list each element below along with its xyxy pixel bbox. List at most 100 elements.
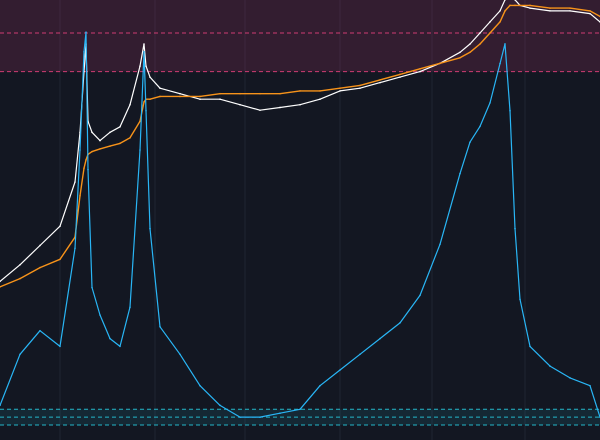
series-1-point-39 xyxy=(509,4,511,7)
series-2-point-29 xyxy=(379,337,381,340)
series-2-point-40 xyxy=(514,227,516,230)
series-0-point-38 xyxy=(504,0,506,1)
series-2-point-3 xyxy=(59,345,61,348)
series-2-point-8 xyxy=(87,168,89,171)
series-1-point-41 xyxy=(519,4,521,7)
series-1-point-17 xyxy=(149,98,151,100)
series-2-point-32 xyxy=(439,243,441,246)
series-1-point-32 xyxy=(439,62,441,65)
series-1-point-43 xyxy=(549,7,551,9)
series-2-point-41 xyxy=(519,298,521,301)
series-0-point-36 xyxy=(489,21,491,23)
series-0-point-11 xyxy=(109,131,111,134)
series-2-point-44 xyxy=(569,377,571,379)
series-1-point-19 xyxy=(179,95,181,98)
series-2-point-39 xyxy=(509,109,511,112)
series-2-point-26 xyxy=(319,384,321,387)
series-0-point-25 xyxy=(299,103,301,106)
series-1-point-42 xyxy=(529,4,531,7)
series-2-point-21 xyxy=(219,404,221,407)
series-1-point-36 xyxy=(489,32,491,34)
series-1-point-31 xyxy=(419,68,421,70)
series-2-point-11 xyxy=(109,337,111,340)
series-1-point-26 xyxy=(319,90,321,92)
series-2-point-19 xyxy=(179,353,181,356)
series-0-point-34 xyxy=(469,43,471,45)
series-1-point-9 xyxy=(91,150,93,153)
series-0-point-12 xyxy=(119,126,121,128)
series-1-point-28 xyxy=(359,84,361,87)
series-2-point-10 xyxy=(99,314,101,316)
series-2-point-28 xyxy=(359,353,361,356)
series-0-point-33 xyxy=(459,51,461,54)
series-0-point-27 xyxy=(339,90,341,92)
series-0-point-44 xyxy=(569,10,571,12)
series-0-point-43 xyxy=(549,10,551,12)
series-2-point-25 xyxy=(299,408,301,411)
series-2-point-36 xyxy=(489,102,491,104)
series-2-point-27 xyxy=(339,369,341,371)
series-2-point-7 xyxy=(85,31,87,33)
series-0-point-0 xyxy=(0,280,1,283)
series-1-point-1 xyxy=(19,277,21,280)
series-1-point-3 xyxy=(59,258,61,261)
series-1-point-10 xyxy=(99,148,101,150)
series-1-point-18 xyxy=(159,95,161,98)
series-1-point-23 xyxy=(259,92,261,95)
series-2-point-18 xyxy=(159,325,161,328)
series-2-point-4 xyxy=(74,247,76,250)
series-1-point-25 xyxy=(299,90,301,92)
series-0-point-19 xyxy=(179,92,181,95)
series-2-point-30 xyxy=(399,322,401,324)
series-1-point-21 xyxy=(219,92,221,95)
series-1-point-7 xyxy=(85,159,87,161)
series-0-point-31 xyxy=(419,70,421,73)
series-2-point-38 xyxy=(504,43,506,45)
series-1-point-20 xyxy=(199,95,201,98)
series-0-point-14 xyxy=(139,65,141,67)
band-upper xyxy=(0,0,600,72)
series-2-point-15 xyxy=(143,50,145,53)
series-0-point-2 xyxy=(39,244,41,247)
series-2-point-13 xyxy=(129,306,131,308)
series-0-point-23 xyxy=(259,109,261,112)
series-1-point-37 xyxy=(499,21,501,23)
series-2-point-17 xyxy=(149,227,151,230)
series-1-point-2 xyxy=(39,266,41,269)
series-0-point-13 xyxy=(129,103,131,106)
series-0-point-20 xyxy=(199,98,201,100)
band-lower xyxy=(0,409,600,425)
series-2-point-37 xyxy=(499,62,501,65)
series-1-point-12 xyxy=(119,142,121,145)
series-0-point-40 xyxy=(514,0,516,1)
series-2-point-23 xyxy=(259,416,261,418)
series-2-point-2 xyxy=(39,329,41,332)
series-1-point-44 xyxy=(569,7,571,9)
series-0-point-18 xyxy=(159,87,161,89)
series-2-point-33 xyxy=(459,172,461,175)
series-1-point-0 xyxy=(0,286,1,288)
series-1-point-6 xyxy=(83,167,85,169)
series-0-point-1 xyxy=(19,264,21,266)
series-1-point-30 xyxy=(399,73,401,76)
series-1-point-45 xyxy=(589,10,591,12)
series-0-point-28 xyxy=(359,87,361,89)
series-0-point-9 xyxy=(91,131,93,134)
series-1-point-29 xyxy=(379,79,381,81)
series-0-point-24 xyxy=(279,106,281,109)
series-0-point-30 xyxy=(399,76,401,78)
series-0-point-37 xyxy=(499,10,501,12)
grid xyxy=(59,0,526,440)
series-2-point-22 xyxy=(239,416,241,418)
series-1-point-15 xyxy=(143,101,145,103)
series-1-point-24 xyxy=(279,92,281,95)
series-2-point-34 xyxy=(469,141,471,143)
series-1-point-22 xyxy=(239,92,241,95)
series-1-point-11 xyxy=(109,145,111,147)
series-2-point-16 xyxy=(145,109,147,112)
series-0-point-17 xyxy=(149,76,151,78)
series-2-point-24 xyxy=(279,412,281,415)
series-0-point-26 xyxy=(319,98,321,100)
